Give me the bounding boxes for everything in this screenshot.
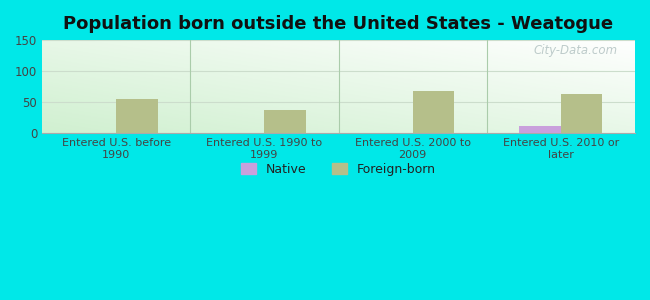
Bar	[561, 94, 603, 133]
Text: City-Data.com: City-Data.com	[533, 44, 618, 57]
Bar	[519, 126, 561, 133]
Bar	[116, 99, 158, 133]
Legend: Native, Foreign-born: Native, Foreign-born	[236, 158, 441, 181]
Title: Population born outside the United States - Weatogue: Population born outside the United State…	[64, 15, 614, 33]
Bar	[413, 91, 454, 133]
Bar	[265, 110, 306, 133]
